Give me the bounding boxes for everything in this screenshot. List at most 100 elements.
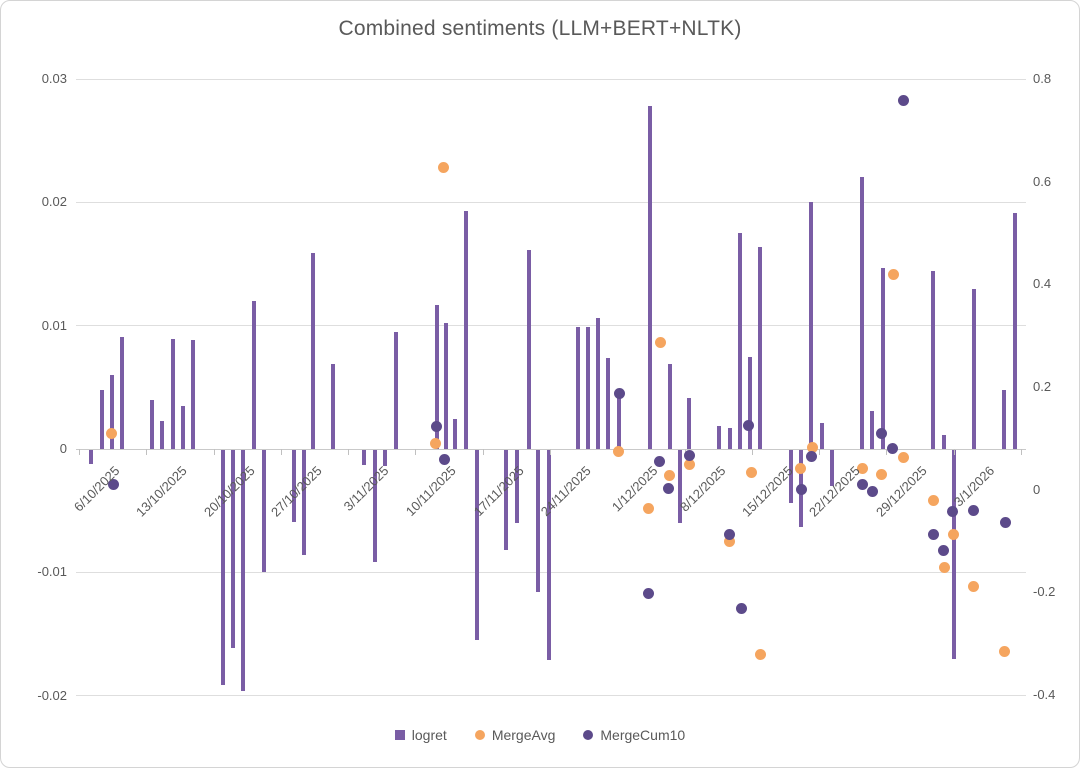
- merge-avg-point: [684, 459, 696, 471]
- merge-avg-point: [724, 536, 736, 548]
- y-gridline: [76, 695, 1026, 697]
- left-axis-tick-label: -0.01: [37, 564, 67, 580]
- merge-cum10-point: [857, 479, 869, 491]
- left-axis-tick-label: 0.03: [41, 71, 67, 87]
- left-axis-tick-label: 0: [59, 441, 67, 456]
- logret-bar: [859, 176, 864, 449]
- merge-avg-point: [857, 462, 869, 474]
- left-axis-tick-label: -0.02: [37, 687, 67, 703]
- x-tick-label: 20/10/2025: [200, 463, 258, 520]
- logret-bar: [382, 449, 387, 467]
- legend-item-logret[interactable]: logret: [394, 727, 447, 743]
- legend-item-mergeavg[interactable]: MergeAvg: [474, 727, 556, 743]
- logret-bar: [119, 336, 124, 449]
- left-axis-tick-label: 0.01: [41, 317, 67, 333]
- logret-bar: [181, 405, 186, 449]
- logret-bar: [373, 449, 378, 563]
- logret-bar: [758, 246, 762, 449]
- merge-avg-point: [948, 528, 960, 540]
- logret-bar: [464, 211, 469, 449]
- merge-cum10-point: [724, 529, 736, 541]
- logret-bar: [738, 233, 743, 449]
- right-axis-tick-label: 0.2: [1033, 379, 1052, 395]
- logret-bar: [230, 449, 235, 648]
- merge-avg-point: [754, 648, 766, 660]
- logret-bar: [647, 106, 652, 449]
- legend-label-mergeavg: MergeAvg: [491, 727, 556, 743]
- merge-avg-point: [745, 467, 757, 479]
- merge-cum10-point: [684, 449, 696, 461]
- logret-bar: [99, 389, 104, 449]
- logret-bar: [870, 410, 875, 449]
- logret-bar: [527, 250, 532, 449]
- merge-avg-point: [429, 438, 441, 449]
- merge-avg-point: [998, 646, 1010, 658]
- x-tick-label: 24/11/2025: [537, 463, 594, 519]
- merge-avg-point: [643, 502, 655, 514]
- x-axis-tick: [819, 449, 821, 455]
- x-axis-tick: [280, 449, 282, 455]
- logret-bar: [453, 419, 458, 449]
- logret-bar: [241, 449, 246, 691]
- merge-avg-point: [105, 427, 117, 439]
- logret-bar: [830, 449, 835, 486]
- logret-bar: [747, 356, 752, 449]
- logret-bar: [819, 423, 824, 449]
- logret-bar: [160, 420, 165, 449]
- logret-bar: [110, 375, 115, 449]
- logret-bar: [667, 363, 672, 449]
- logret-bar: [89, 449, 94, 464]
- merge-cum10-point: [735, 603, 747, 615]
- merge-cum10-point: [796, 484, 808, 496]
- y-gridline: [76, 78, 1026, 80]
- logret-bar: [291, 449, 296, 522]
- logret-bar: [535, 449, 540, 593]
- merge-cum10-point: [937, 545, 949, 557]
- logret-bar: [302, 449, 306, 556]
- merge-cum10-point: [928, 528, 940, 540]
- logret-bar: [880, 267, 885, 449]
- right-axis-tick-label: -0.2: [1033, 584, 1056, 600]
- merge-cum10-point: [897, 95, 909, 107]
- right-axis-tick-label: 0.6: [1033, 173, 1052, 189]
- x-axis-tick: [79, 449, 80, 455]
- logret-bar: [727, 428, 732, 449]
- mergeavg-circle-marker-icon: [474, 730, 485, 740]
- logret-bar: [361, 449, 366, 466]
- right-axis-tick-label: -0.4: [1033, 687, 1056, 703]
- merge-cum10-point: [805, 451, 817, 463]
- logret-bar: [331, 363, 336, 449]
- merge-cum10-point: [876, 428, 888, 440]
- logret-bar: [1012, 213, 1017, 449]
- logret-bar: [789, 449, 794, 504]
- logret-bar: [150, 399, 154, 449]
- merge-cum10-point: [663, 483, 675, 495]
- merge-avg-point: [938, 561, 950, 573]
- logret-bar: [190, 340, 195, 449]
- x-tick-label: 13/10/2025: [133, 463, 190, 520]
- merge-cum10-point: [653, 456, 665, 468]
- logret-bar: [310, 252, 315, 449]
- merge-avg-point: [876, 469, 888, 481]
- x-tick-label: 3/1/2026: [950, 463, 998, 510]
- right-axis-tick-label: 0.4: [1033, 276, 1052, 292]
- logret-bar: [575, 326, 580, 449]
- x-axis-tick: [550, 449, 551, 455]
- merge-avg-point: [928, 494, 940, 506]
- logret-bar: [586, 326, 591, 449]
- merge-cum10-point: [613, 388, 625, 400]
- legend-item-mergecum10[interactable]: MergeCum10: [583, 727, 685, 743]
- logret-bar: [435, 304, 439, 449]
- x-axis-tick: [1021, 449, 1022, 455]
- x-axis-tick: [886, 449, 888, 455]
- legend-label-mergecum10: MergeCum10: [600, 727, 686, 743]
- logret-bar: [971, 288, 976, 449]
- logret-bar: [251, 301, 256, 449]
- x-axis-line: [76, 449, 1026, 450]
- left-axis-tick-label: 0.02: [41, 194, 67, 210]
- x-axis-tick: [415, 449, 417, 455]
- logret-bar: [595, 318, 600, 449]
- merge-avg-point: [612, 445, 624, 457]
- logret-bar: [617, 393, 622, 449]
